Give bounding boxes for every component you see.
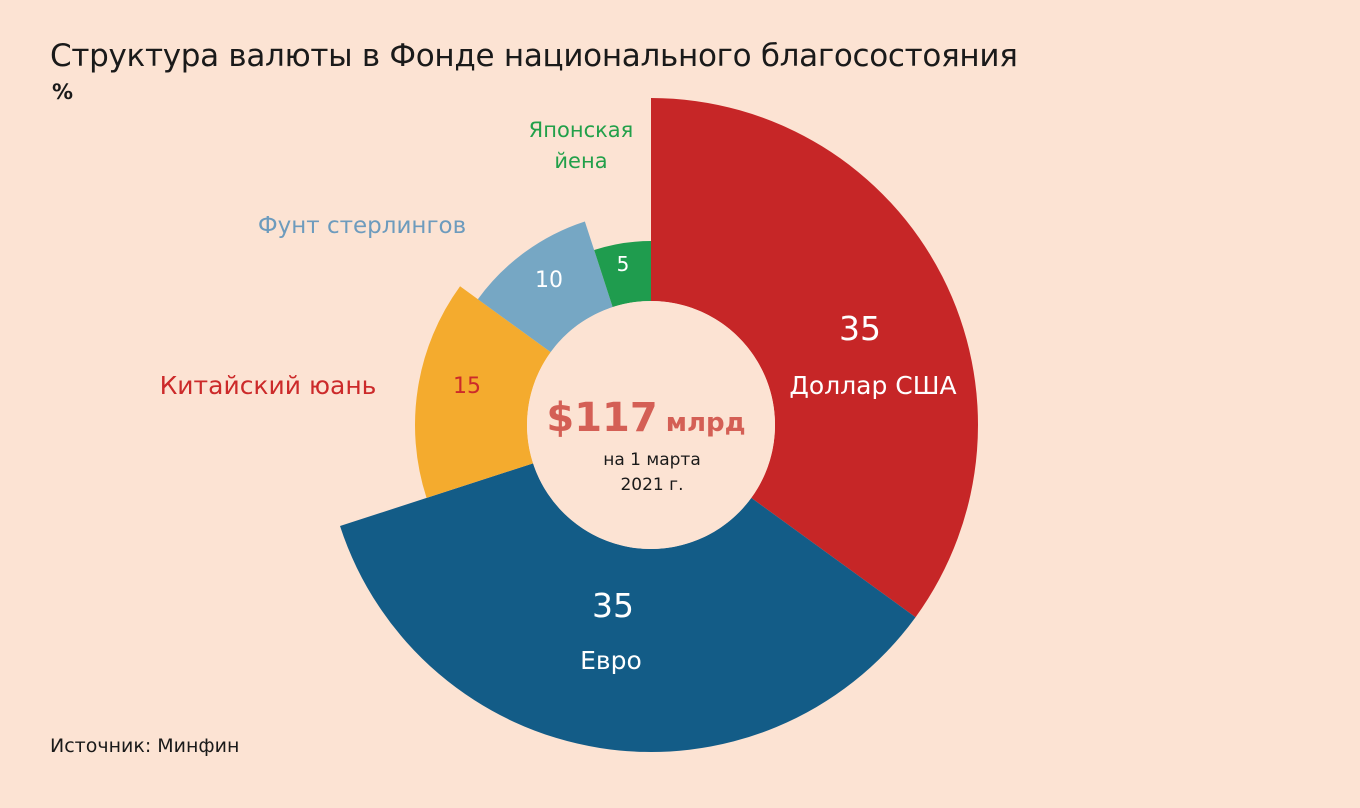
slice-name-label: Японская йена [529,118,634,173]
slice-value-label: 35 [839,309,881,348]
slice-2 [340,463,916,752]
chart-unit: % [52,80,74,104]
center-date-line1: на 1 марта [603,450,701,470]
slice-1 [651,98,978,618]
center-total: $117 млрд [546,395,745,441]
slice-4 [477,221,613,353]
slice-name-label: Китайский юань [160,371,377,400]
slice-name-label: Фунт стерлингов [258,213,466,239]
chart-source: Источник: Минфин [50,735,240,757]
slice-5 [594,241,651,308]
slice-value-label: 15 [453,374,481,399]
slice-value-label: 35 [592,586,634,625]
donut-center [527,301,775,549]
slice-name-label: Евро [580,646,642,675]
slice-value-label: 10 [535,268,563,293]
slice-3 [414,286,551,498]
slice-value-label: 5 [617,252,630,276]
slice-name-label: Доллар США [789,371,956,400]
center-date-line2: 2021 г. [620,475,683,495]
chart-title: Структура валюты в Фонде национального б… [50,38,1018,74]
